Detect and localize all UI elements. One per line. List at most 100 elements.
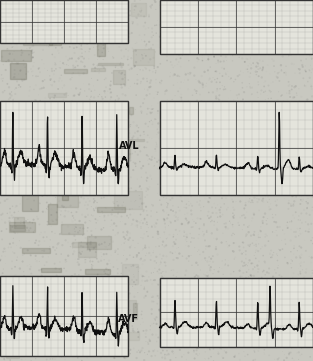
Point [59,355,64,360]
Point [196,151,201,156]
Point [118,219,123,225]
Point [123,164,128,169]
Point [69,99,74,105]
Point [271,63,276,69]
Point [179,79,184,85]
Point [102,17,107,23]
Point [258,192,263,198]
Point [244,287,249,293]
Point [37,341,42,347]
Point [167,151,172,156]
Point [105,184,110,190]
Point [85,355,90,361]
Point [66,240,71,245]
Point [285,180,290,186]
Point [162,109,167,114]
Point [260,160,265,166]
Point [280,142,285,148]
Point [219,329,224,335]
Point [64,323,69,329]
Point [102,113,107,119]
Point [158,258,163,264]
Point [303,116,308,122]
Point [198,24,203,30]
Point [160,269,165,275]
Point [62,333,67,339]
Point [232,323,237,329]
Point [254,116,259,122]
Point [184,33,189,39]
Point [18,106,23,112]
Point [56,142,61,148]
Point [127,124,132,130]
Point [285,39,290,45]
Point [51,2,56,8]
Point [38,140,43,146]
Point [76,140,81,145]
Point [128,198,133,204]
Point [64,113,69,119]
Point [188,193,193,199]
Point [289,161,294,167]
Point [250,260,255,266]
Point [195,136,200,142]
Point [274,135,279,141]
Point [169,50,174,56]
Point [206,9,211,15]
Point [94,348,99,354]
Point [282,255,287,260]
Point [3,248,8,254]
Point [263,88,268,94]
Point [188,70,193,76]
Point [260,27,265,33]
Point [165,203,170,208]
Point [110,338,115,344]
Point [189,328,194,334]
Point [247,196,252,201]
Point [153,219,158,225]
Point [305,229,310,235]
Point [49,119,54,125]
Point [307,226,312,232]
Point [5,16,10,22]
Point [161,208,166,213]
Point [249,156,254,162]
Point [21,103,26,108]
Point [17,28,22,34]
Point [123,144,128,149]
Point [186,314,191,320]
Point [293,307,298,313]
Point [15,230,20,236]
Point [131,316,136,322]
Point [298,7,303,13]
Point [266,190,271,196]
Point [223,261,228,267]
Point [69,147,74,152]
Point [147,135,152,141]
Point [98,192,103,198]
Point [0,26,5,31]
Point [30,55,35,60]
Point [183,216,188,222]
Point [110,24,115,30]
Point [182,344,187,349]
Point [310,93,313,99]
Point [122,342,127,348]
Point [252,28,257,34]
Bar [41,269,61,272]
Point [214,210,219,216]
Point [1,101,6,107]
Point [65,0,70,5]
Point [221,58,226,64]
Point [296,35,301,41]
Point [266,171,271,177]
Point [296,38,301,44]
Point [123,265,128,271]
Point [131,160,136,165]
Point [204,108,209,113]
Point [25,23,30,29]
Point [12,315,17,321]
Point [97,70,102,76]
Point [60,117,65,123]
Point [51,165,56,171]
